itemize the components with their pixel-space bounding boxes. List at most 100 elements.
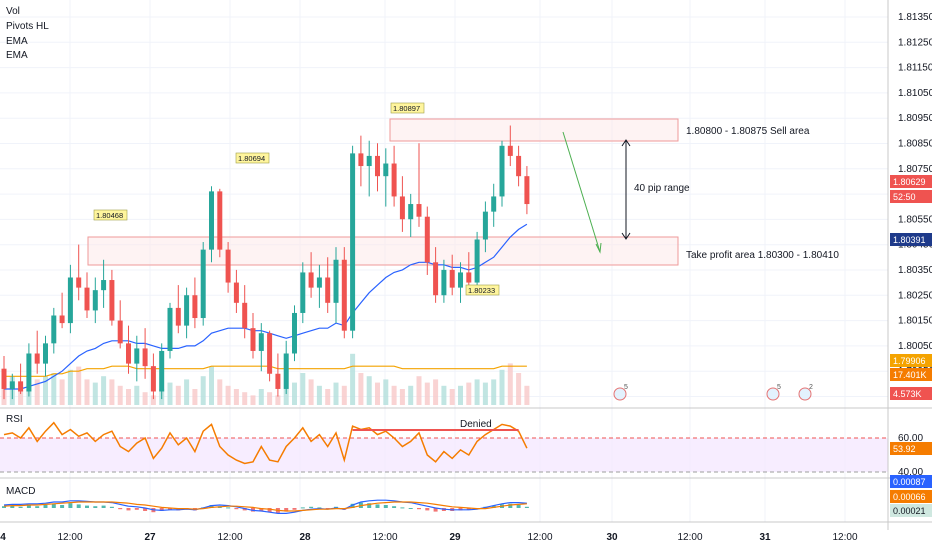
volume-bar	[242, 392, 248, 405]
candle-body	[34, 353, 40, 364]
volume-bar	[225, 385, 231, 405]
indicator-vol[interactable]: Vol	[6, 6, 20, 17]
price-tag-bg	[890, 354, 932, 367]
volume-bar	[383, 379, 389, 405]
candle-body	[18, 381, 24, 392]
time-tick-label: 28	[299, 532, 311, 543]
rsi-line	[3, 421, 528, 465]
candle-body	[499, 145, 505, 197]
take-profit-zone	[87, 236, 679, 266]
rsi-tag-bg	[890, 442, 932, 455]
macd-histogram-bar	[209, 505, 214, 508]
volume-bar	[167, 382, 173, 405]
time-tick-label: 4	[0, 532, 6, 543]
volume-bar	[524, 385, 530, 405]
volume-bar	[474, 379, 480, 405]
volume-bar	[516, 373, 522, 405]
macd-tag: 0.00087	[890, 475, 932, 488]
denied-label: Denied	[460, 419, 492, 430]
economic-event-icon	[613, 387, 627, 401]
indicator-ema-2[interactable]: EMA	[6, 50, 28, 61]
macd-histogram-bar	[168, 508, 172, 510]
price-tag: 17.401K	[890, 368, 932, 381]
candle-body	[150, 366, 156, 392]
price-tick-label: 1.80250	[898, 290, 932, 301]
macd-histogram-bar	[325, 508, 330, 509]
candle-body	[300, 272, 306, 313]
candle-body	[524, 176, 530, 205]
candle-body	[134, 348, 140, 364]
macd-histogram-bar	[516, 505, 521, 508]
macd-histogram-bar	[18, 506, 23, 508]
candle-body	[516, 155, 522, 177]
macd-histogram-bar	[350, 503, 355, 508]
volume-bar	[134, 385, 140, 405]
macd-tag-text: 0.00066	[893, 492, 926, 502]
macd-histogram-bar	[508, 503, 513, 508]
macd-histogram-bar	[10, 505, 15, 508]
pivot-label-box	[465, 284, 500, 296]
rsi-layer	[0, 421, 888, 473]
ema-slow-line	[4, 365, 527, 377]
candle-body	[408, 204, 414, 220]
macd-histogram-bar	[433, 508, 438, 512]
macd-histogram-bar	[284, 508, 289, 512]
price-axis[interactable]: 1.81350 1.81250 1.81150 1.81050 1.80950 1.808…	[890, 12, 932, 517]
candle-body	[375, 155, 380, 177]
macd-histogram-bar	[109, 506, 114, 508]
candle-body	[308, 272, 314, 288]
volume-bar	[507, 363, 513, 405]
macd-histogram-bar	[118, 508, 123, 510]
volume-bar	[142, 392, 148, 405]
candle-body	[200, 249, 206, 319]
candle-body	[267, 333, 273, 374]
price-tick-label: 1.81150	[898, 63, 932, 74]
volume-bar	[292, 382, 297, 405]
candle-body	[458, 272, 463, 288]
macd-histogram-bar	[417, 508, 421, 510]
macd-pane-label[interactable]: MACD	[6, 486, 36, 497]
take-profit-label: Take profit area 1.80300 - 1.80410	[686, 250, 839, 261]
volume-bar	[275, 395, 281, 405]
price-tick-label: 1.81250	[898, 37, 932, 48]
volume-bar	[458, 385, 463, 405]
price-tag-bg	[890, 233, 932, 246]
volume-bar	[283, 389, 289, 405]
projection-arrowhead	[595, 242, 602, 254]
indicator-ema[interactable]: EMA	[6, 36, 28, 47]
macd-histogram-bar	[234, 508, 239, 510]
price-tick-label: 1.81050	[898, 88, 932, 99]
macd-tag: 0.00066	[890, 490, 932, 503]
candle-body	[43, 343, 48, 364]
time-axis[interactable]: 4 12:00 27 12:00 28 12:00 29 12:00 30 12:00 31 12:0…	[0, 532, 858, 543]
volume-bar	[76, 366, 82, 405]
macd-histogram-bar	[159, 508, 164, 511]
macd-histogram-bar	[93, 506, 98, 508]
candle-body	[142, 348, 148, 367]
volume-bar	[67, 369, 73, 405]
volume-bar	[126, 389, 131, 405]
price-tag-text: 52:50	[893, 192, 916, 202]
candle-body	[101, 280, 107, 291]
price-tag: 1.80629	[890, 175, 932, 188]
grid-layer	[0, 0, 888, 522]
candle-body	[76, 277, 82, 288]
candle-body	[109, 280, 115, 321]
volume-bar	[416, 376, 422, 405]
volume-bar	[59, 379, 65, 405]
price-tag-bg	[890, 387, 932, 400]
time-tick-label: 12:00	[57, 532, 82, 543]
candle-body	[350, 153, 356, 331]
pivot-label: 1.80233	[468, 286, 495, 295]
indicator-pivots[interactable]: Pivots HL	[6, 21, 49, 32]
candle-body	[26, 353, 32, 392]
price-tag-text: 1.80391	[893, 235, 926, 245]
candle-body	[192, 295, 198, 319]
rsi-pane-label[interactable]: RSI	[6, 414, 23, 425]
candle-body	[399, 196, 405, 220]
candle-body	[275, 373, 281, 389]
candle-body	[217, 191, 223, 250]
candle-body	[84, 287, 90, 311]
macd-histogram-bar	[375, 504, 380, 508]
